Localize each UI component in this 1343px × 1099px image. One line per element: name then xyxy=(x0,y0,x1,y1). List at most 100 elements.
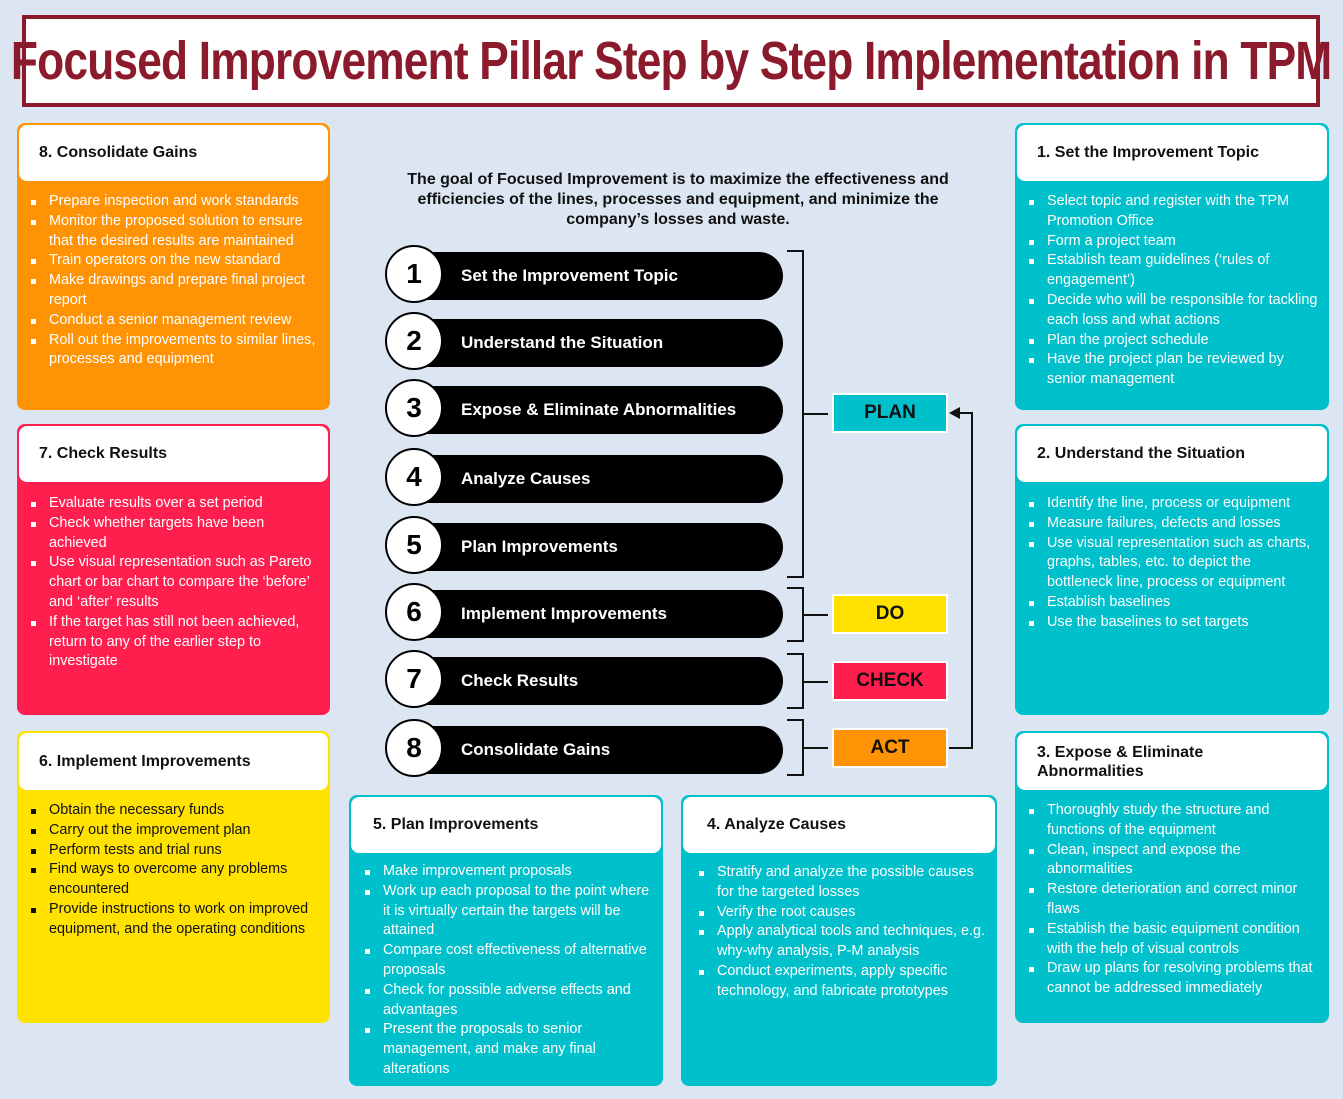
step-label: Check Results xyxy=(461,671,579,690)
step-row: Consolidate Gains 8 xyxy=(385,719,785,781)
step-label: Implement Improvements xyxy=(461,604,667,623)
card-title: 7. Check Results xyxy=(19,426,328,482)
list-item: Stratify and analyze the possible causes… xyxy=(699,863,987,903)
list-item: Identify the line, process or equipment xyxy=(1029,494,1319,514)
do-bracket xyxy=(787,587,828,642)
card-implement-improvements: 6. Implement Improvements Obtain the nec… xyxy=(17,731,330,1023)
card-list: Stratify and analyze the possible causes… xyxy=(683,863,995,1002)
list-item: Perform tests and trial runs xyxy=(31,841,320,861)
list-item: Make drawings and prepare final project … xyxy=(31,271,320,311)
list-item: Obtain the necessary funds xyxy=(31,801,320,821)
list-item: Plan the project schedule xyxy=(1029,331,1319,351)
card-title: 5. Plan Improvements xyxy=(351,797,661,853)
card-plan-improvements: 5. Plan Improvements Make improvement pr… xyxy=(349,795,663,1086)
list-item: Carry out the improvement plan xyxy=(31,821,320,841)
step-bar: Set the Improvement Topic xyxy=(413,252,783,300)
step-bar: Plan Improvements xyxy=(413,523,783,571)
card-list: Thoroughly study the structure and funct… xyxy=(1017,801,1327,999)
step-number: 2 xyxy=(385,312,443,370)
step-row: Check Results 7 xyxy=(385,650,785,712)
phase-plan-label: PLAN xyxy=(864,402,916,423)
step-number: 8 xyxy=(385,719,443,777)
list-item: Conduct a senior management review xyxy=(31,311,320,331)
list-item: Use visual representation such as Pareto… xyxy=(31,553,320,612)
card-title: 3. Expose & Eliminate Abnormalities xyxy=(1017,733,1327,790)
phase-plan: PLAN xyxy=(832,393,948,433)
check-bracket xyxy=(787,653,828,709)
step-number: 7 xyxy=(385,650,443,708)
goal-statement: The goal of Focused Improvement is to ma… xyxy=(407,171,949,228)
step-number: 4 xyxy=(385,448,443,506)
plan-bracket xyxy=(787,250,828,578)
list-item: Make improvement proposals xyxy=(365,862,653,882)
arrow-head-icon xyxy=(949,407,960,419)
list-item: Use visual representation such as charts… xyxy=(1029,534,1319,593)
step-row: Understand the Situation 2 xyxy=(385,312,785,374)
page-title: Focused Improvement Pillar Step by Step … xyxy=(10,31,1332,91)
card-title-text: 3. Expose & Eliminate Abnormalities xyxy=(1037,743,1204,780)
list-item: Check whether targets have been achieved xyxy=(31,514,320,554)
list-item: Have the project plan be reviewed by sen… xyxy=(1029,350,1319,390)
list-item: Use the baselines to set targets xyxy=(1029,613,1319,633)
list-item: Draw up plans for resolving problems tha… xyxy=(1029,959,1319,999)
list-item: Find ways to overcome any problems encou… xyxy=(31,860,320,900)
list-item: Apply analytical tools and techniques, e… xyxy=(699,922,987,962)
card-list: Make improvement proposals Work up each p… xyxy=(351,862,661,1080)
step-label: Consolidate Gains xyxy=(461,740,611,759)
list-item: Form a project team xyxy=(1029,232,1319,252)
list-item: Establish team guidelines (‘rules of eng… xyxy=(1029,251,1319,291)
step-label: Set the Improvement Topic xyxy=(461,266,678,285)
list-item: Evaluate results over a set period xyxy=(31,494,320,514)
card-list: Obtain the necessary funds Carry out the … xyxy=(19,801,328,940)
list-item: Establish the basic equipment condition … xyxy=(1029,920,1319,960)
card-analyze-causes: 4. Analyze Causes Stratify and analyze t… xyxy=(681,795,997,1086)
phase-act-label: ACT xyxy=(870,737,910,758)
list-item: Thoroughly study the structure and funct… xyxy=(1029,801,1319,841)
list-item: Measure failures, defects and losses xyxy=(1029,514,1319,534)
card-consolidate-gains: 8. Consolidate Gains Prepare inspection … xyxy=(17,123,330,410)
list-item: Select topic and register with the TPM P… xyxy=(1029,192,1319,232)
phase-do: DO xyxy=(832,594,948,634)
step-number: 5 xyxy=(385,516,443,574)
card-list: Select topic and register with the TPM P… xyxy=(1017,192,1327,390)
act-bracket xyxy=(787,719,828,776)
phase-act: ACT xyxy=(832,728,948,768)
card-list: Identify the line, process or equipment M… xyxy=(1017,494,1327,633)
step-label: Expose & Eliminate Abnormalities xyxy=(461,400,737,419)
list-item: If the target has still not been achieve… xyxy=(31,613,320,672)
card-understand-situation: 2. Understand the Situation Identify the… xyxy=(1015,424,1329,715)
list-item: Monitor the proposed solution to ensure … xyxy=(31,212,320,252)
list-item: Present the proposals to senior manageme… xyxy=(365,1020,653,1079)
list-item: Decide who will be responsible for tackl… xyxy=(1029,291,1319,331)
title-banner: Focused Improvement Pillar Step by Step … xyxy=(11,15,1332,107)
list-item: Roll out the improvements to similar lin… xyxy=(31,331,320,371)
feedback-arrow-line xyxy=(949,412,973,749)
card-set-improvement-topic: 1. Set the Improvement Topic Select topi… xyxy=(1015,123,1329,410)
step-number: 3 xyxy=(385,379,443,437)
list-item: Work up each proposal to the point where… xyxy=(365,882,653,941)
step-number: 6 xyxy=(385,583,443,641)
step-bar: Check Results xyxy=(413,657,783,705)
list-item: Prepare inspection and work standards xyxy=(31,192,320,212)
phase-check-label: CHECK xyxy=(856,670,924,691)
card-title: 1. Set the Improvement Topic xyxy=(1017,125,1327,181)
card-check-results: 7. Check Results Evaluate results over a… xyxy=(17,424,330,715)
list-item: Conduct experiments, apply specific tech… xyxy=(699,962,987,1002)
list-item: Check for possible adverse effects and a… xyxy=(365,981,653,1021)
step-row: Implement Improvements 6 xyxy=(385,583,785,645)
step-bar: Consolidate Gains xyxy=(413,726,783,774)
card-expose-eliminate: 3. Expose & Eliminate Abnormalities Thor… xyxy=(1015,731,1329,1023)
card-title: 4. Analyze Causes xyxy=(683,797,995,853)
step-bar: Implement Improvements xyxy=(413,590,783,638)
step-row: Analyze Causes 4 xyxy=(385,448,785,510)
card-list: Prepare inspection and work standards Mon… xyxy=(19,192,328,370)
list-item: Establish baselines xyxy=(1029,593,1319,613)
phase-check: CHECK xyxy=(832,661,948,701)
list-item: Clean, inspect and expose the abnormalit… xyxy=(1029,841,1319,881)
list-item: Train operators on the new standard xyxy=(31,251,320,271)
step-bar: Understand the Situation xyxy=(413,319,783,367)
step-bar: Expose & Eliminate Abnormalities xyxy=(413,386,783,434)
step-bar: Analyze Causes xyxy=(413,455,783,503)
step-row: Expose & Eliminate Abnormalities 3 xyxy=(385,379,785,441)
